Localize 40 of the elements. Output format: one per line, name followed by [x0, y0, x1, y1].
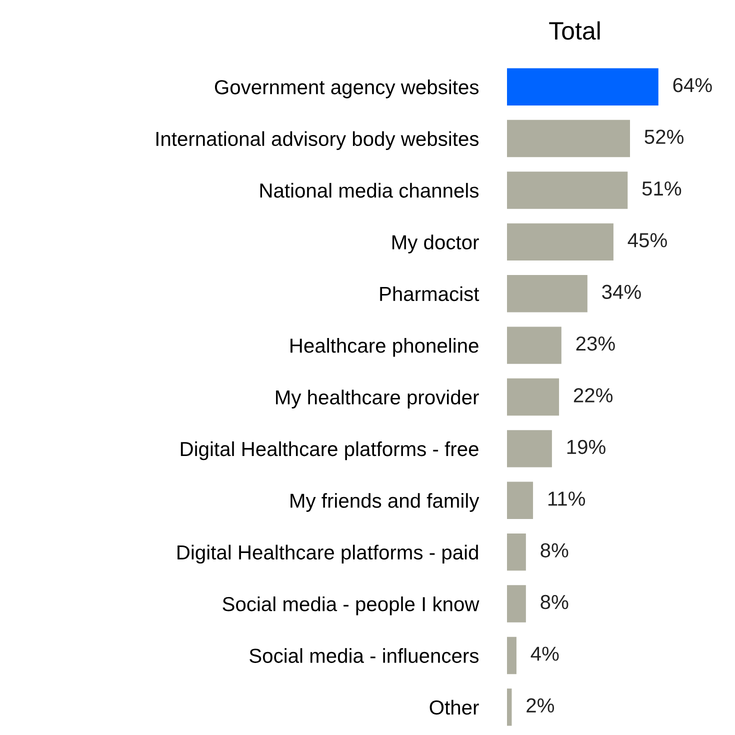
y-tick-label: Social media - influencers [250, 648, 479, 663]
bar [507, 378, 560, 416]
data-label: 8% [540, 594, 568, 610]
data-label: 4% [530, 646, 559, 661]
y-tick-label: My doctor [392, 234, 479, 254]
y-tick-label: Social media - people I know [222, 596, 480, 616]
bar [507, 120, 630, 158]
data-label: 34% [602, 284, 641, 300]
bar [507, 275, 588, 312]
bar [507, 326, 562, 364]
data-label: 22% [574, 388, 613, 402]
y-tick-label: My healthcare provider [276, 390, 479, 408]
data-label: 11% [548, 492, 586, 506]
y-tick-label: Digital Healthcare platforms - paid [178, 544, 478, 564]
y-tick-label: Pharmacist [380, 286, 480, 302]
data-label: 51% [642, 181, 682, 196]
data-label: 2% [526, 698, 554, 712]
data-label: 45% [628, 233, 667, 248]
bar [507, 430, 552, 468]
y-tick-label: Digital Healthcare platforms - free [180, 441, 478, 460]
y-tick-label: Government agency websites [214, 80, 479, 98]
data-label: 19% [567, 440, 606, 454]
bar [507, 482, 534, 519]
bar [507, 533, 526, 571]
bar [507, 585, 526, 622]
y-tick-label: National media channels [260, 182, 479, 198]
bar [507, 68, 658, 106]
bar [507, 223, 614, 261]
data-label: 8% [540, 543, 568, 558]
y-tick-label: Other [430, 700, 479, 715]
bar [507, 636, 516, 674]
bar [507, 688, 512, 726]
data-label: 52% [644, 130, 684, 144]
data-label: 23% [576, 336, 615, 351]
bar [507, 172, 628, 209]
y-tick-label: International advisory body websites [156, 131, 479, 150]
data-label: 64% [673, 78, 712, 92]
y-tick-label: My friends and family [290, 493, 480, 512]
y-tick-label: Healthcare phoneline [290, 338, 478, 357]
chart-title: Total [549, 21, 600, 40]
